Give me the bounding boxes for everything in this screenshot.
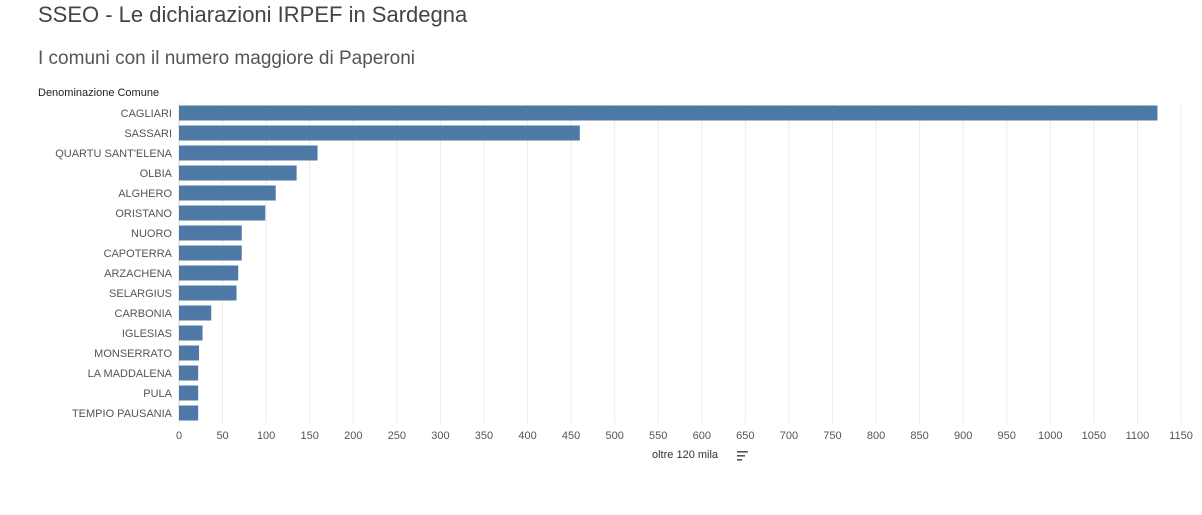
category-label: IGLESIAS bbox=[122, 328, 172, 340]
x-tick-label: 800 bbox=[867, 430, 885, 442]
x-tick-label: 0 bbox=[176, 430, 182, 442]
x-tick-label: 550 bbox=[649, 430, 667, 442]
bar bbox=[179, 125, 580, 141]
category-label: NUORO bbox=[131, 228, 172, 240]
y-axis-title: Denominazione Comune bbox=[38, 87, 160, 99]
bar bbox=[179, 385, 199, 401]
category-label: CARBONIA bbox=[115, 308, 173, 320]
bar bbox=[179, 205, 266, 221]
category-label: SELARGIUS bbox=[109, 288, 172, 300]
x-tick-label: 750 bbox=[823, 430, 841, 442]
bar bbox=[179, 285, 237, 301]
x-tick-label: 400 bbox=[518, 430, 536, 442]
category-label: ALGHERO bbox=[118, 188, 172, 200]
x-tick-label: 1000 bbox=[1038, 430, 1062, 442]
bar bbox=[179, 325, 203, 341]
category-label: PULA bbox=[143, 388, 172, 400]
category-label: CAGLIARI bbox=[121, 108, 172, 120]
bar bbox=[179, 245, 242, 261]
x-tick-label: 1100 bbox=[1126, 430, 1150, 442]
category-label: TEMPIO PAUSANIA bbox=[72, 408, 173, 420]
x-tick-label: 150 bbox=[301, 430, 319, 442]
x-tick-label: 650 bbox=[736, 430, 754, 442]
bar bbox=[179, 105, 1158, 121]
x-tick-label: 50 bbox=[216, 430, 228, 442]
x-tick-label: 200 bbox=[344, 430, 362, 442]
x-tick-label: 1150 bbox=[1169, 430, 1193, 442]
category-label: MONSERRATO bbox=[94, 348, 172, 360]
x-tick-label: 300 bbox=[431, 430, 449, 442]
x-tick-label: 600 bbox=[693, 430, 711, 442]
bar bbox=[179, 365, 199, 381]
category-label: LA MADDALENA bbox=[88, 368, 173, 380]
x-tick-label: 700 bbox=[780, 430, 798, 442]
bar bbox=[179, 165, 297, 181]
bar bbox=[179, 345, 200, 361]
category-label: OLBIA bbox=[140, 168, 173, 180]
bar bbox=[179, 305, 212, 321]
x-tick-label: 100 bbox=[257, 430, 275, 442]
category-label: ORISTANO bbox=[115, 208, 172, 220]
x-tick-label: 250 bbox=[388, 430, 406, 442]
category-label: CAPOTERRA bbox=[104, 248, 173, 260]
bar bbox=[179, 265, 239, 281]
x-tick-label: 900 bbox=[954, 430, 972, 442]
chart-title: SSEO - Le dichiarazioni IRPEF in Sardegn… bbox=[38, 2, 468, 27]
x-tick-label: 950 bbox=[998, 430, 1016, 442]
bar bbox=[179, 405, 199, 421]
x-tick-label: 450 bbox=[562, 430, 580, 442]
bar bbox=[179, 145, 318, 161]
category-label: SASSARI bbox=[124, 128, 172, 140]
x-tick-label: 500 bbox=[605, 430, 623, 442]
category-label: QUARTU SANT'ELENA bbox=[55, 148, 172, 160]
x-tick-label: 1050 bbox=[1082, 430, 1106, 442]
category-label: ARZACHENA bbox=[104, 268, 173, 280]
x-axis-title: oltre 120 mila bbox=[652, 449, 719, 461]
bar bbox=[179, 225, 242, 241]
bar bbox=[179, 185, 276, 201]
x-tick-label: 850 bbox=[910, 430, 928, 442]
chart-subtitle: I comuni con il numero maggiore di Paper… bbox=[38, 48, 416, 69]
sort-descending-icon[interactable] bbox=[737, 450, 749, 462]
x-tick-label: 350 bbox=[475, 430, 493, 442]
